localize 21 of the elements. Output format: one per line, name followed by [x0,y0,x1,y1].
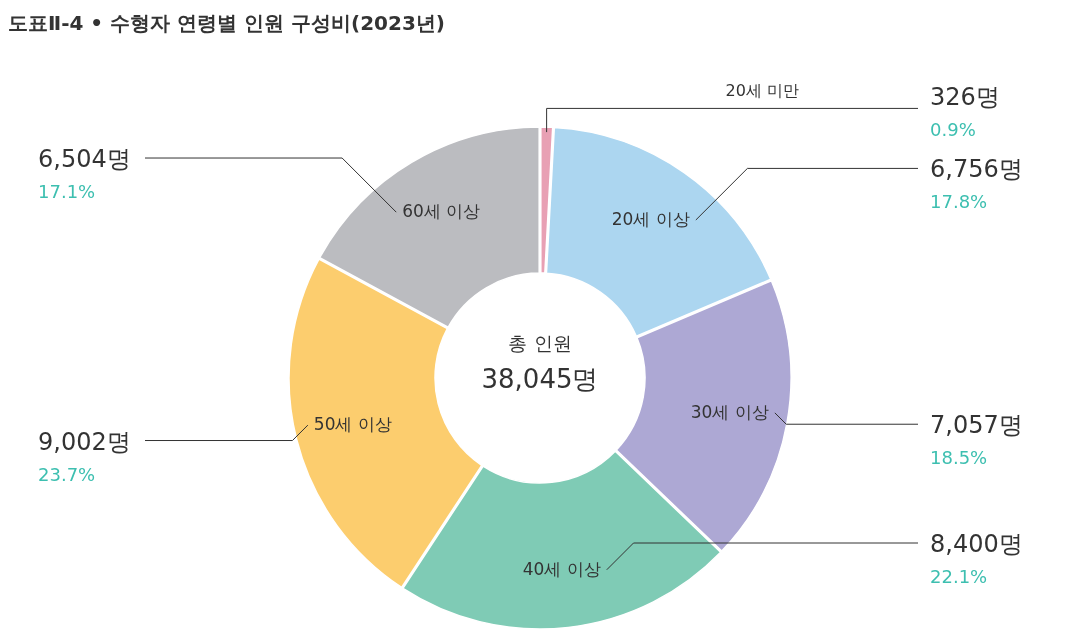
text: 17.8% [930,191,988,213]
data-label: 6,756명 [930,155,1023,184]
data-label: 9,002명 [38,427,131,456]
slice-label: 50세 이상 [313,414,392,435]
slice-label: 40세 이상 [522,558,601,579]
data-label: 326명 [930,83,1000,112]
data-label: 6,504명 [38,145,131,174]
text: 0.9% [930,119,976,141]
data-label: 7,057명 [930,411,1023,440]
slice-label: 30세 이상 [690,401,769,422]
text: 17.1% [38,181,96,203]
slice-label: 20세 미만 [725,81,800,101]
text: 23.7% [38,463,96,485]
text: 22.1% [930,566,988,587]
text: 총 인원 [508,332,572,354]
data-label: 8,400명 [930,530,1023,558]
chart-title: 도표Ⅱ-4 • 수형자 연령별 인원 구성비(2023년) [8,11,445,35]
text: 38,045명 [481,364,599,394]
slice-label: 20세 이상 [611,209,690,229]
slice-label: 60세 이상 [402,201,481,222]
text: 18.5% [930,447,988,469]
